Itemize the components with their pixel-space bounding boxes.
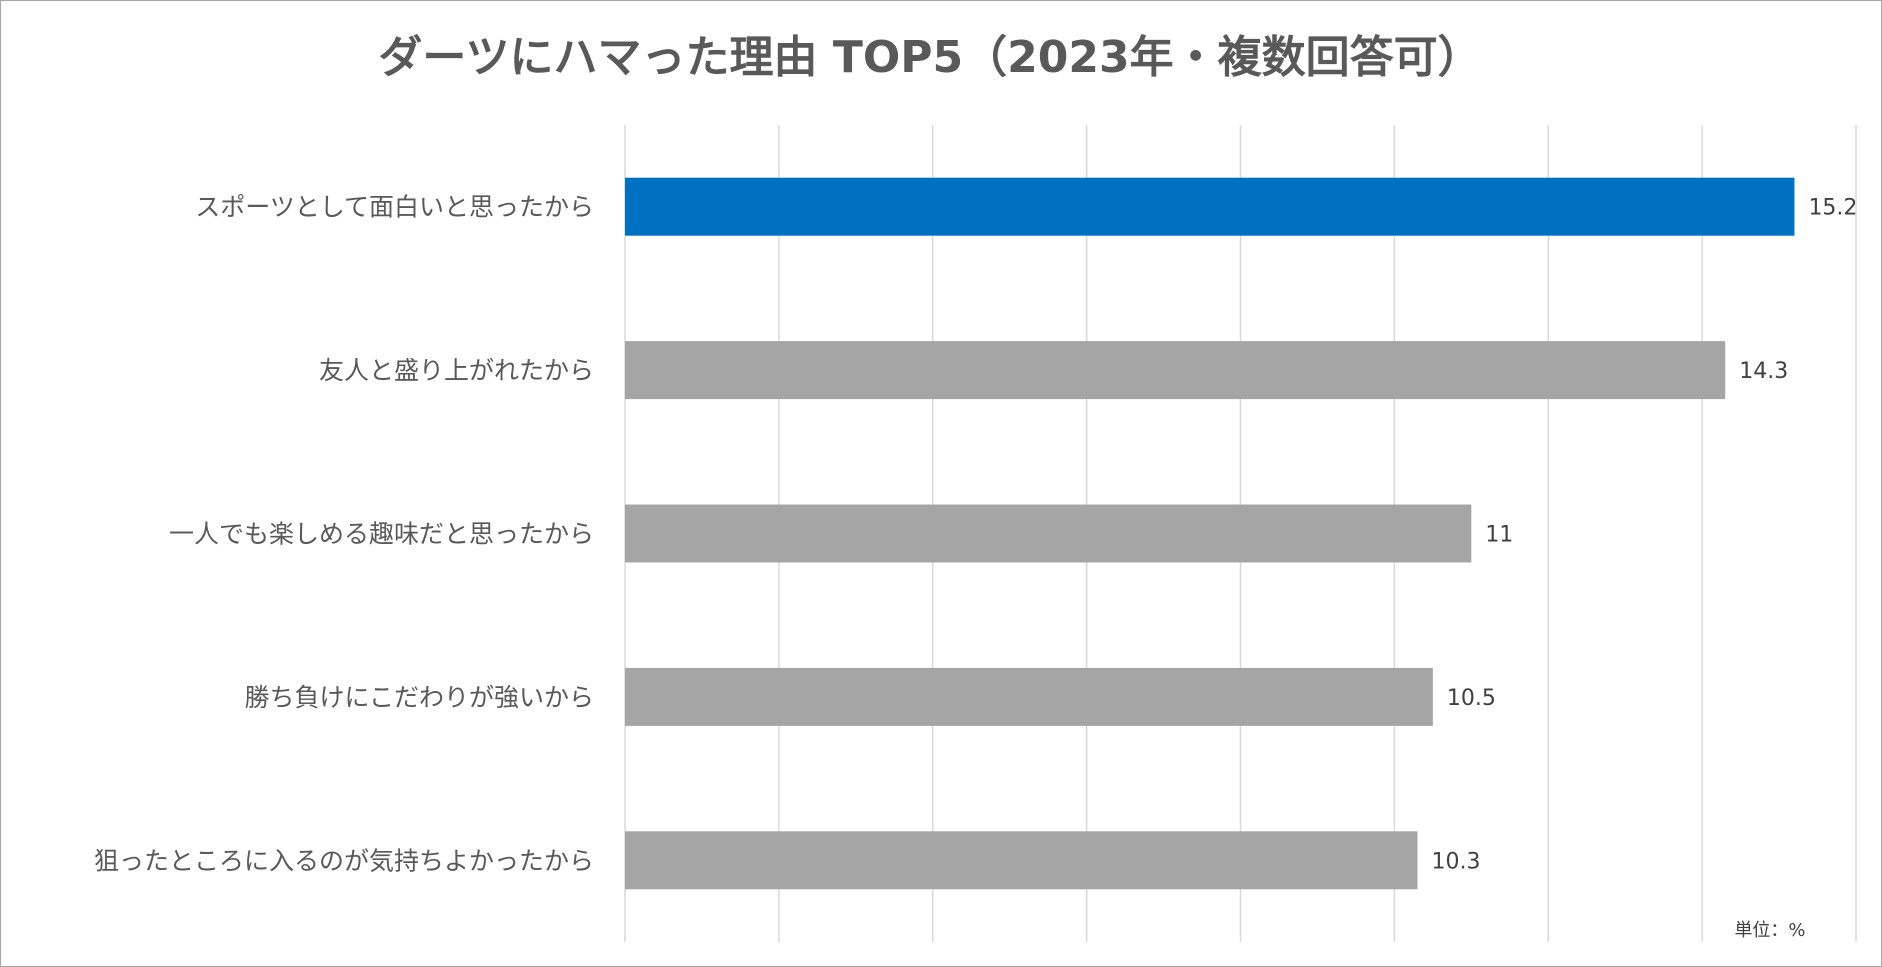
data-label: 15.2 (1808, 196, 1857, 221)
bar (625, 341, 1726, 400)
data-label: 11 (1485, 523, 1513, 548)
gridlines (624, 125, 1857, 942)
category-label: 狙ったところに入るのが気持ちよかったから (94, 846, 594, 875)
bar (625, 667, 1433, 726)
chart-title: ダーツにハマった理由 TOP5（2023年・複数回答可） (378, 32, 1481, 83)
category-label: 一人でも楽しめる趣味だと思ったから (169, 520, 594, 549)
unit-note: 単位：% (1734, 920, 1805, 941)
data-label: 14.3 (1739, 359, 1788, 384)
bar (625, 831, 1418, 890)
data-label: 10.5 (1447, 686, 1496, 711)
bar (625, 504, 1472, 563)
data-labels: 15.2 14.3 11 10.5 10.3 (1431, 196, 1857, 875)
category-labels: スポーツとして面白いと思ったから友人と盛り上がれたから一人でも楽しめる趣味だと思… (94, 193, 594, 876)
category-label: スポーツとして面白いと思ったから (195, 193, 594, 222)
category-label: 友人と盛り上がれたから (319, 356, 594, 385)
data-label: 10.3 (1431, 849, 1480, 874)
bar (625, 177, 1795, 236)
bars (625, 177, 1795, 890)
category-label: 勝ち負けにこだわりが強いから (244, 683, 594, 712)
